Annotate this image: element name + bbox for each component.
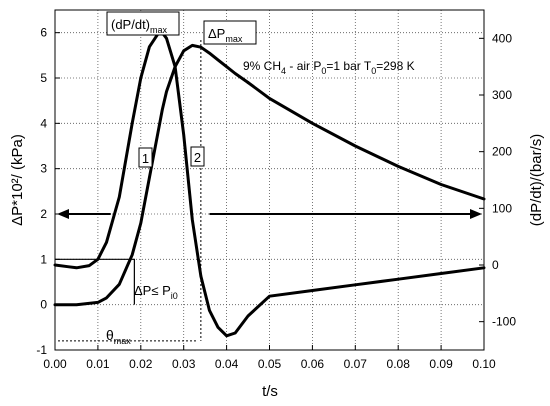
plot-frame	[54, 9, 485, 351]
dp-max-label: ΔPmax	[208, 26, 243, 44]
x-tick-label: 0.06	[301, 357, 325, 371]
x-tick-label: 0.08	[387, 357, 411, 371]
x-tick-label: 0.00	[43, 357, 67, 371]
series-layer	[53, 31, 486, 338]
series-line-2	[246, 81, 486, 201]
x-tick-label: 0.07	[344, 357, 368, 371]
x-tick-label: 0.10	[472, 357, 496, 371]
y-tick-label-left: 0	[40, 298, 47, 312]
curve-1-box	[138, 147, 153, 168]
y-tick-label-left: -1	[36, 343, 47, 357]
x-axis-label: t/s	[262, 383, 278, 400]
x-tick-label: 0.01	[86, 357, 110, 371]
y-tick-label-left: 2	[40, 207, 47, 221]
y-tick-label-left: 3	[40, 162, 47, 176]
dp-threshold-label: ΔP≤ Pi0	[134, 283, 178, 301]
y-tick-label-right: 200	[492, 145, 512, 159]
dpdt-max-box	[106, 11, 180, 36]
mixture-label: 9% CH4 - air P0=1 bar T0=298 K	[243, 59, 415, 76]
curve-1-label: 1	[142, 151, 149, 166]
curve-2-label: 2	[194, 150, 201, 165]
dp-max-box	[203, 20, 257, 45]
y-tick-label-right: 100	[492, 201, 512, 215]
y-tick-label-left: 6	[40, 26, 47, 40]
y-tick-label-right: 300	[492, 88, 512, 102]
x-tick-label: 0.04	[215, 357, 239, 371]
left-axis-arrowhead	[57, 209, 69, 219]
x-tick-label: 0.02	[129, 357, 153, 371]
y-axis-label-right: (dP/dt)/(bar/s)	[528, 134, 545, 227]
axis-ticks: 0.00 0.01 0.02 0.03 0.04 0.05 0.06 0.07 0.08 0.09…	[36, 26, 516, 371]
y-tick-label-right: -100	[492, 315, 516, 329]
x-tick-label: 0.03	[172, 357, 196, 371]
dpdt-max-label: (dP/dt)max	[111, 17, 168, 35]
y-tick-label-left: 5	[40, 71, 47, 85]
y-tick-label-right: 0	[492, 258, 499, 272]
dp-threshold-box	[55, 258, 135, 305]
series-line-1	[53, 43, 250, 307]
x-tick-label: 0.09	[429, 357, 453, 371]
x-tick-label: 0.05	[258, 357, 282, 371]
theta-max-label: θmax	[106, 327, 131, 346]
y-axis-label-left: ΔP*10²/ (kPa)	[9, 134, 26, 226]
curve-2-box	[190, 146, 205, 167]
y-tick-label-left: 1	[40, 252, 47, 266]
series-line-3	[53, 31, 486, 338]
right-axis-arrowhead	[470, 209, 482, 219]
y-tick-label-left: 4	[40, 116, 47, 130]
y-tick-label-right: 400	[492, 31, 512, 45]
